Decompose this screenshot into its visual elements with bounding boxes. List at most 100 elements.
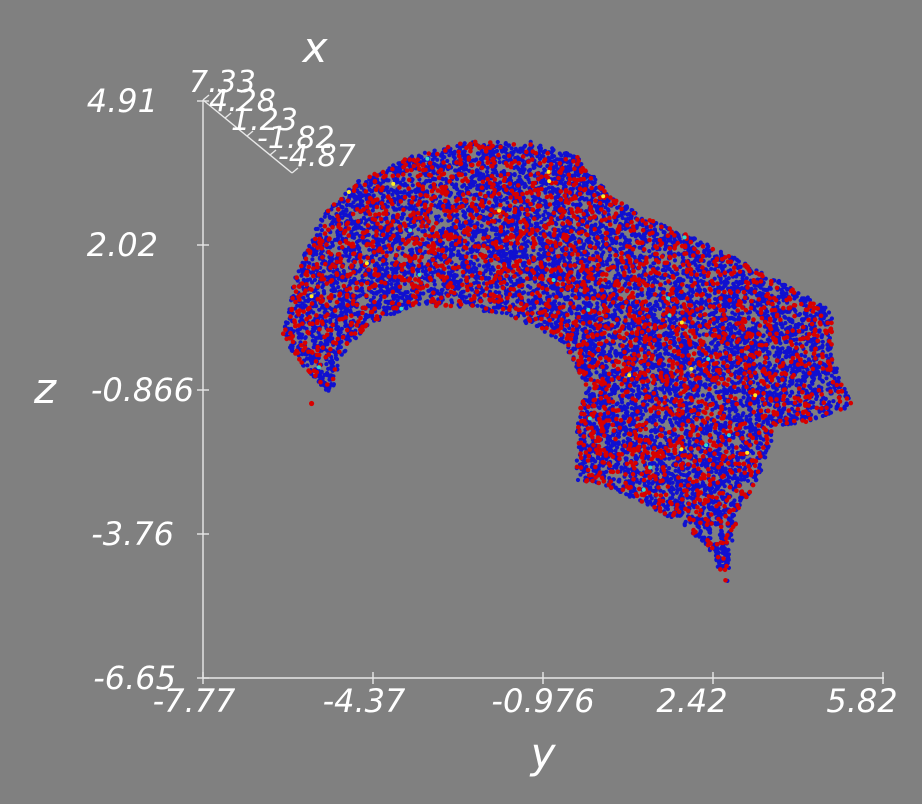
data-point	[744, 414, 749, 419]
data-point	[678, 487, 683, 492]
data-point	[317, 307, 322, 312]
data-point	[647, 249, 652, 254]
data-point	[385, 185, 390, 190]
data-point	[607, 349, 613, 354]
data-point	[531, 165, 536, 170]
data-point	[727, 409, 732, 414]
data-point	[674, 490, 679, 495]
data-point	[538, 146, 544, 151]
data-point	[676, 251, 681, 256]
data-point	[834, 369, 839, 374]
data-point	[527, 167, 533, 172]
data-point	[439, 218, 444, 223]
data-point	[673, 468, 678, 473]
data-point	[485, 169, 490, 174]
data-point	[319, 228, 324, 233]
data-point	[356, 179, 362, 184]
data-point	[836, 375, 841, 381]
data-point	[642, 364, 647, 369]
data-point	[677, 236, 682, 241]
y-axis-ticks	[202, 672, 884, 684]
data-point	[662, 416, 668, 421]
data-point	[336, 285, 341, 290]
data-point	[477, 263, 482, 268]
data-point	[674, 377, 680, 382]
data-point	[319, 217, 324, 222]
data-point	[553, 335, 558, 340]
data-point	[687, 439, 692, 444]
data-point	[704, 292, 709, 297]
data-point	[698, 529, 703, 534]
data-point	[621, 245, 626, 251]
data-point	[820, 339, 825, 344]
data-point	[636, 286, 641, 291]
data-point	[361, 215, 366, 220]
data-point	[745, 478, 751, 483]
data-point	[681, 472, 686, 478]
data-point	[637, 341, 643, 346]
data-point	[344, 207, 349, 212]
data-point	[726, 276, 731, 281]
data-point	[829, 373, 834, 378]
data-point	[469, 287, 475, 292]
data-point	[695, 276, 700, 281]
data-point	[526, 177, 531, 182]
data-point	[353, 336, 358, 341]
data-point	[672, 258, 678, 263]
data-point	[757, 362, 762, 367]
data-point	[740, 311, 745, 316]
data-point	[715, 414, 720, 419]
data-point	[662, 390, 667, 395]
data-point	[367, 247, 372, 252]
x-axis-line	[202, 99, 293, 174]
data-point	[312, 277, 318, 282]
data-point	[605, 207, 611, 212]
data-point	[612, 308, 617, 313]
data-point	[686, 291, 691, 296]
data-point	[452, 272, 457, 277]
data-point	[808, 313, 813, 318]
data-point	[515, 278, 520, 283]
z-axis-ticks	[197, 100, 209, 679]
data-point	[539, 220, 544, 225]
data-point	[436, 202, 441, 207]
data-point	[699, 403, 704, 408]
data-point	[713, 405, 718, 410]
data-point	[681, 278, 686, 283]
data-point	[429, 237, 434, 242]
data-point	[713, 384, 718, 390]
data-point	[456, 249, 461, 254]
data-point	[667, 466, 672, 471]
data-point	[582, 242, 587, 247]
data-point	[565, 265, 570, 271]
data-point	[481, 218, 486, 223]
data-point	[685, 373, 690, 378]
data-point	[354, 231, 359, 236]
data-point	[618, 241, 623, 246]
data-point	[394, 293, 399, 299]
data-point	[632, 286, 637, 291]
data-point	[307, 277, 313, 282]
data-point	[788, 393, 793, 398]
data-point	[629, 406, 634, 411]
data-point	[631, 388, 636, 394]
data-point	[654, 467, 660, 472]
data-point	[774, 321, 779, 327]
data-point	[587, 386, 592, 391]
data-point	[359, 199, 364, 204]
data-point	[542, 216, 548, 222]
data-point	[604, 469, 609, 474]
data-point	[383, 299, 388, 304]
data-point	[491, 227, 496, 232]
x-axis-ticks	[202, 94, 299, 174]
data-point	[700, 393, 706, 398]
data-point	[618, 247, 623, 252]
data-point	[467, 293, 472, 298]
data-point	[796, 291, 801, 296]
data-point	[635, 344, 640, 349]
data-point	[310, 257, 315, 262]
data-point	[325, 371, 330, 376]
data-point	[687, 470, 692, 476]
data-point	[498, 180, 503, 185]
data-point	[670, 480, 675, 485]
